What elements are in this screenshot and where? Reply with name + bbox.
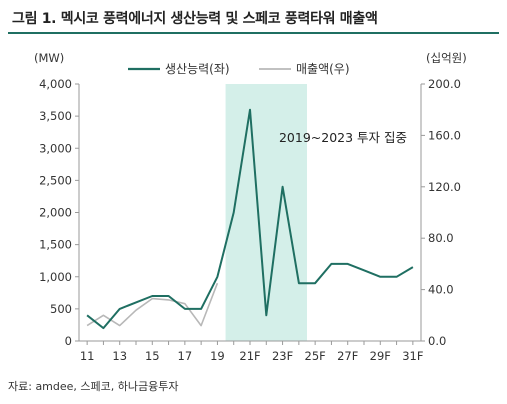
series-line-2 <box>86 282 219 327</box>
y-left-axis-label: (MW) <box>34 51 64 65</box>
y-left-tick-label: 2,500 <box>39 173 72 187</box>
source-note: 자료: amdee, 스페코, 하나금융투자 <box>8 380 179 393</box>
x-tick-label: 31F <box>402 349 423 363</box>
highlight-band <box>225 84 307 341</box>
x-tick-label: 13 <box>112 349 127 363</box>
x-tick-label: 27F <box>337 349 358 363</box>
legend-label: 매출액(우) <box>296 62 350 76</box>
x-tick-label: 29F <box>370 349 391 363</box>
y-right-tick-label: 80.0 <box>428 231 454 245</box>
y-right-tick-label: 40.0 <box>428 283 454 297</box>
y-right-tick-label: 120.0 <box>428 180 461 194</box>
y-left-tick-label: 3,000 <box>39 141 72 155</box>
y-left-tick-label: 0 <box>65 334 72 348</box>
y-left-tick-label: 4,000 <box>39 77 72 91</box>
y-right-tick-label: 200.0 <box>428 77 461 91</box>
y-left-tick-label: 3,500 <box>39 109 72 123</box>
highlight-label: 2019~2023 투자 집중 <box>279 130 407 145</box>
x-tick-label: 23F <box>272 349 293 363</box>
x-tick-label: 21F <box>239 349 260 363</box>
legend-label: 생산능력(좌) <box>165 62 230 76</box>
y-left-tick-label: 1,500 <box>39 238 72 252</box>
y-right-tick-label: 0.0 <box>428 334 446 348</box>
title-bar: 그림 1. 멕시코 풍력에너지 생산능력 및 스페코 풍력타워 매출액 <box>8 6 499 34</box>
y-right-axis-label: (십억원) <box>426 51 467 65</box>
x-tick-label: 25F <box>305 349 326 363</box>
y-left-tick-label: 2,000 <box>39 206 72 220</box>
y-right-tick-label: 160.0 <box>428 128 461 142</box>
x-tick-label: 11 <box>80 349 95 363</box>
y-left-tick-label: 1,000 <box>39 270 72 284</box>
chart-title: 그림 1. 멕시코 풍력에너지 생산능력 및 스페코 풍력타워 매출액 <box>12 11 378 27</box>
x-tick-label: 15 <box>145 349 160 363</box>
y-left-tick-label: 500 <box>50 302 72 316</box>
x-tick-label: 17 <box>178 349 193 363</box>
x-tick-label: 19 <box>210 349 225 363</box>
